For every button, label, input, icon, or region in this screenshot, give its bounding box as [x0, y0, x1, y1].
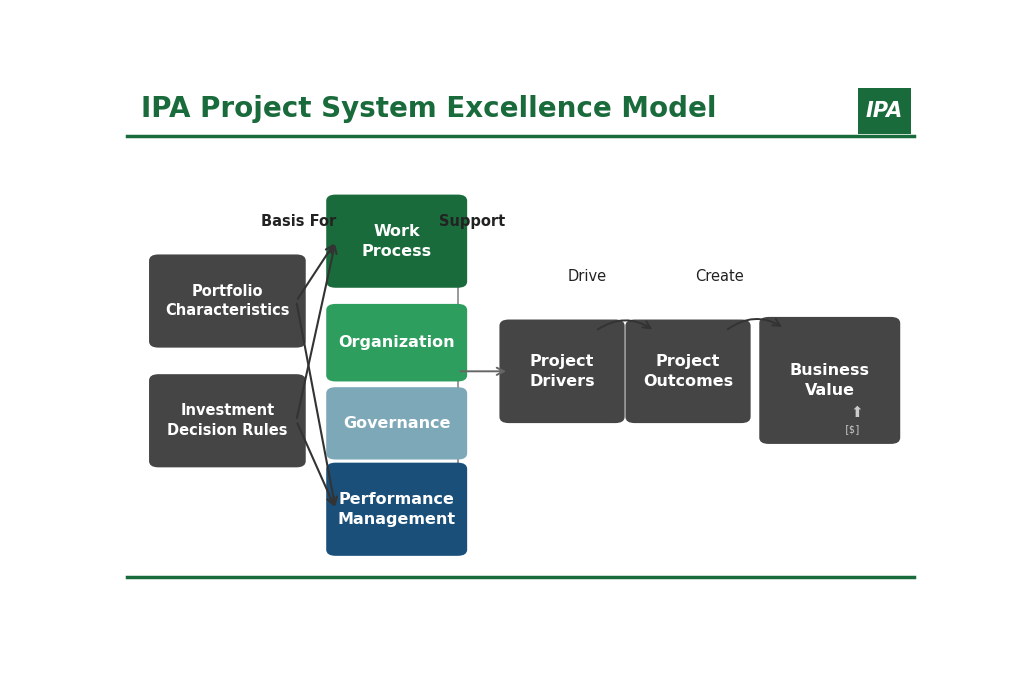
FancyBboxPatch shape — [500, 320, 625, 423]
FancyBboxPatch shape — [858, 89, 911, 135]
Text: Performance
Management: Performance Management — [337, 492, 456, 527]
FancyBboxPatch shape — [149, 375, 306, 467]
FancyBboxPatch shape — [326, 462, 467, 556]
FancyBboxPatch shape — [326, 304, 467, 381]
Text: Governance: Governance — [343, 416, 450, 431]
FancyBboxPatch shape — [326, 195, 467, 288]
Text: IPA Project System Excellence Model: IPA Project System Excellence Model — [141, 95, 716, 123]
Text: ⬆: ⬆ — [850, 405, 863, 420]
Text: Support: Support — [439, 214, 505, 229]
Text: Basis For: Basis For — [261, 214, 336, 229]
Text: Portfolio
Characteristics: Portfolio Characteristics — [166, 284, 290, 318]
Text: Create: Create — [695, 269, 744, 284]
Text: Project
Outcomes: Project Outcomes — [643, 354, 734, 389]
Text: Organization: Organization — [338, 335, 455, 350]
FancyBboxPatch shape — [626, 320, 751, 423]
Text: Drive: Drive — [568, 269, 608, 284]
Text: IPA: IPA — [866, 101, 903, 121]
Text: Work
Process: Work Process — [362, 224, 432, 259]
FancyBboxPatch shape — [326, 387, 467, 460]
Text: Project
Drivers: Project Drivers — [529, 354, 594, 389]
FancyBboxPatch shape — [759, 317, 900, 444]
Text: Investment
Decision Rules: Investment Decision Rules — [168, 404, 288, 438]
Text: Business
Value: Business Value — [789, 363, 870, 397]
FancyBboxPatch shape — [149, 254, 306, 347]
Text: [$]: [$] — [844, 424, 862, 434]
